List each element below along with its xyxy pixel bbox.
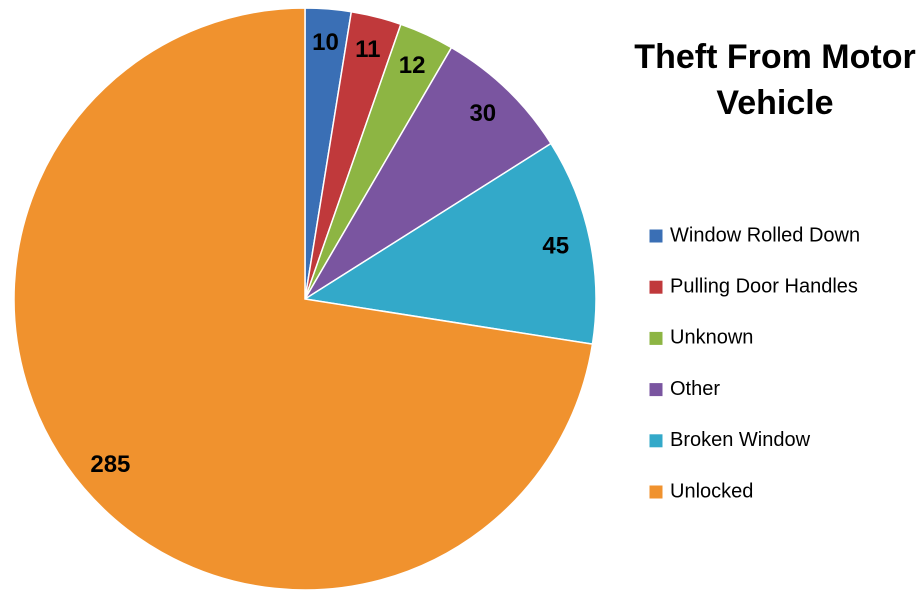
legend-swatch bbox=[648, 279, 664, 295]
legend-swatch bbox=[648, 228, 664, 244]
legend-label: Unlocked bbox=[670, 480, 753, 502]
legend-label: Pulling Door Handles bbox=[670, 275, 858, 297]
legend-label: Window Rolled Down bbox=[670, 224, 860, 246]
legend-swatch bbox=[648, 433, 664, 449]
data-label: 10 bbox=[312, 29, 339, 56]
legend-label: Broken Window bbox=[670, 429, 811, 451]
data-label: 285 bbox=[90, 451, 130, 478]
legend-label: Other bbox=[670, 378, 720, 400]
legend-swatch bbox=[648, 330, 664, 346]
data-label: 45 bbox=[542, 233, 569, 260]
legend-swatch bbox=[648, 484, 664, 500]
data-label: 11 bbox=[355, 36, 380, 63]
data-label: 30 bbox=[469, 100, 496, 127]
legend-swatch bbox=[648, 382, 664, 398]
data-label: 12 bbox=[399, 52, 426, 79]
pie-slice bbox=[302, 142, 597, 346]
legend-label: Unknown bbox=[670, 327, 753, 349]
pie-slice bbox=[13, 7, 594, 591]
chart-title: Theft From Motor Vehicle bbox=[634, 38, 916, 122]
pie-slice bbox=[304, 46, 553, 300]
